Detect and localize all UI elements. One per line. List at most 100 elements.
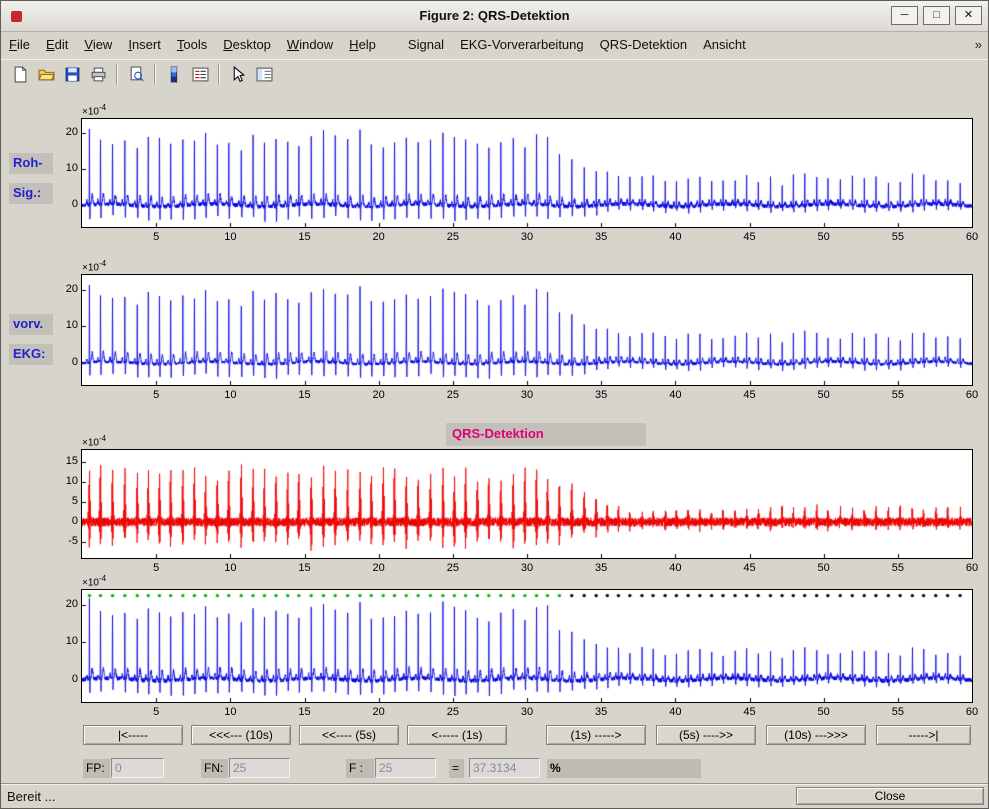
raw-signal-label-2: Sig.:: [9, 183, 53, 204]
nav-button-fwd-10s[interactable]: (10s) --->>>: [766, 725, 866, 745]
y-tick-label: 10: [50, 475, 78, 487]
raw-signal-label-1: Roh-: [9, 153, 53, 174]
f-label: F :: [346, 759, 374, 778]
plot-raw-signal[interactable]: 2010051015202530354045505560×10-4: [81, 118, 973, 228]
maximize-button[interactable]: □: [923, 6, 950, 25]
result-field[interactable]: [469, 758, 540, 778]
x-tick-label: 55: [892, 389, 904, 401]
x-tick-label: 5: [153, 389, 159, 401]
menu-item-signal[interactable]: Signal: [400, 31, 452, 58]
plot-preprocessed-ecg-canvas[interactable]: [82, 275, 972, 385]
plot-qrs-detection[interactable]: 151050-551015202530354045505560×10-4: [81, 449, 973, 559]
y-tick-label: -5: [50, 535, 78, 547]
fp-field[interactable]: [111, 758, 164, 778]
x-tick-label: 50: [818, 231, 830, 243]
save-icon[interactable]: [60, 62, 84, 86]
x-tick-label: 5: [153, 231, 159, 243]
x-tick-label: 5: [153, 706, 159, 718]
menu-item-file[interactable]: File: [1, 31, 38, 58]
plot-raw-signal-canvas[interactable]: [82, 119, 972, 227]
x-tick-label: 35: [595, 389, 607, 401]
preprocessed-label-1: vorv.: [9, 314, 53, 335]
menubar-items: FileEditViewInsertToolsDesktopWindowHelp…: [1, 31, 988, 58]
y-tick-label: 20: [50, 598, 78, 610]
menu-overflow-icon[interactable]: »: [975, 37, 982, 52]
x-tick-label: 60: [966, 706, 978, 718]
insert-legend-icon[interactable]: [188, 62, 212, 86]
x-tick-label: 25: [447, 706, 459, 718]
x-tick-label: 30: [521, 706, 533, 718]
edit-plot-icon[interactable]: [226, 62, 250, 86]
open-icon[interactable]: [34, 62, 58, 86]
plot-detected-beats[interactable]: 2010051015202530354045505560×10-4: [81, 589, 973, 703]
x-tick-label: 45: [743, 231, 755, 243]
x-tick-label: 30: [521, 562, 533, 574]
qrs-detection-title: QRS-Detektion: [446, 423, 646, 446]
x-tick-label: 60: [966, 389, 978, 401]
y-tick-label: 10: [50, 635, 78, 647]
menu-item-edit[interactable]: Edit: [38, 31, 76, 58]
axis-exponent-label: ×10-4: [82, 103, 106, 117]
figure-area: Roh- Sig.: vorv. EKG: QRS-Detektion 2010…: [1, 89, 989, 786]
x-tick-label: 35: [595, 706, 607, 718]
menu-item-tools[interactable]: Tools: [169, 31, 215, 58]
window-title: Figure 2: QRS-Detektion: [1, 8, 988, 23]
y-tick-label: 10: [50, 319, 78, 331]
fn-field[interactable]: [229, 758, 290, 778]
new-file-icon[interactable]: [8, 62, 32, 86]
menu-item-view[interactable]: View: [76, 31, 120, 58]
x-tick-label: 40: [669, 706, 681, 718]
y-tick-label: 20: [50, 283, 78, 295]
menubar: FileEditViewInsertToolsDesktopWindowHelp…: [1, 31, 988, 60]
y-tick-label: 0: [50, 356, 78, 368]
menu-item-desktop[interactable]: Desktop: [215, 31, 279, 58]
nav-button-back-5s[interactable]: <<---- (5s): [299, 725, 399, 745]
minimize-button[interactable]: ─: [891, 6, 918, 25]
x-tick-label: 15: [298, 389, 310, 401]
plot-qrs-detection-canvas[interactable]: [82, 450, 972, 558]
y-tick-label: 5: [50, 495, 78, 507]
menu-item-ekg-vorverarbeitung[interactable]: EKG-Vorverarbeitung: [452, 31, 592, 58]
plot-browser-icon[interactable]: [252, 62, 276, 86]
close-button[interactable]: Close: [796, 787, 984, 805]
nav-button-fwd-1s[interactable]: (1s) ----->: [546, 725, 646, 745]
menu-item-qrs-detektion[interactable]: QRS-Detektion: [592, 31, 695, 58]
x-tick-label: 60: [966, 562, 978, 574]
x-tick-label: 45: [743, 706, 755, 718]
toolbar-separator: [218, 64, 220, 84]
print-icon[interactable]: [86, 62, 110, 86]
nav-button-last[interactable]: ----->|: [876, 725, 971, 745]
x-tick-label: 30: [521, 231, 533, 243]
colorbar-icon[interactable]: [162, 62, 186, 86]
nav-button-back-10s[interactable]: <<<--- (10s): [191, 725, 291, 745]
toolbar: [1, 59, 988, 90]
menu-item-window[interactable]: Window: [279, 31, 341, 58]
x-tick-label: 60: [966, 231, 978, 243]
nav-button-fwd-5s[interactable]: (5s) ---->>: [656, 725, 756, 745]
x-tick-label: 45: [743, 389, 755, 401]
matlab-figure-window: Figure 2: QRS-Detektion ─ □ ✕ FileEditVi…: [0, 0, 989, 809]
preprocessed-label-2: EKG:: [9, 344, 53, 365]
f-field[interactable]: [375, 758, 436, 778]
nav-button-first[interactable]: |<-----: [83, 725, 183, 745]
x-tick-label: 15: [298, 562, 310, 574]
nav-button-back-1s[interactable]: <----- (1s): [407, 725, 507, 745]
titlebar[interactable]: Figure 2: QRS-Detektion ─ □ ✕: [1, 1, 988, 32]
menu-item-help[interactable]: Help: [341, 31, 384, 58]
fp-label: FP:: [83, 759, 110, 778]
x-tick-label: 20: [373, 706, 385, 718]
x-tick-label: 5: [153, 562, 159, 574]
print-preview-icon[interactable]: [124, 62, 148, 86]
stats-row: FP: FN: F : = %: [1, 758, 989, 780]
plot-preprocessed-ecg[interactable]: 2010051015202530354045505560×10-4: [81, 274, 973, 386]
plot-detected-beats-canvas[interactable]: [82, 590, 972, 702]
close-window-button[interactable]: ✕: [955, 6, 982, 25]
x-tick-label: 55: [892, 231, 904, 243]
toolbar-separator: [116, 64, 118, 84]
menu-item-insert[interactable]: Insert: [120, 31, 169, 58]
fn-label: FN:: [201, 759, 228, 778]
x-tick-label: 35: [595, 562, 607, 574]
menu-item-ansicht[interactable]: Ansicht: [695, 31, 754, 58]
x-tick-label: 50: [818, 706, 830, 718]
x-tick-label: 20: [373, 231, 385, 243]
